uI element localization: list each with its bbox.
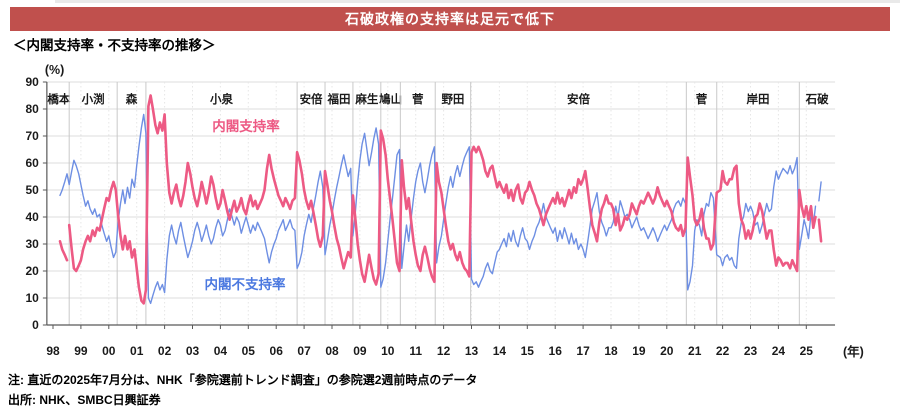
x-tick-label: 10 [381,344,395,358]
cabinet-approval-chart: 橋本 小渕森小泉 安倍 福田 麻生 鳩山菅野田 安倍菅岸田 石破内閣不支持率内閣支持率0102… [26,63,864,359]
chart-heading: ＜内閣支持率・不支持率の推移＞ [13,38,216,53]
era-label: 森 [126,92,138,106]
x-tick-label: 02 [158,344,172,358]
x-tick-label: 98 [46,344,60,358]
y-tick-label: 90 [26,75,40,89]
y-tick-label: 30 [26,237,40,251]
source-note: 出所: NHK、SMBC日興証券 [8,393,161,407]
y-tick-label: 40 [26,210,40,224]
x-tick-label: 00 [102,344,116,358]
x-tick-label: 12 [437,344,451,358]
x-tick-label: 18 [604,344,618,358]
x-tick-label: 11 [409,344,422,358]
x-tick-label: 16 [549,344,563,358]
disapproval-line [59,113,822,305]
x-tick-label: 25 [800,344,814,358]
era-label: 小渕 [81,92,105,106]
approval-label: 内閣支持率 [212,118,280,134]
x-tick-label: 13 [465,344,479,358]
era-label: 石破 [805,92,829,106]
x-tick-label: 03 [186,344,200,358]
x-tick-label: 20 [660,344,674,358]
x-tick-label: 19 [632,344,646,358]
axis-units: (%) (年) [45,63,864,359]
x-tick-label: 05 [242,344,256,358]
approval-line [58,94,823,305]
x-tick-label: 07 [297,344,311,358]
footnote: 注: 直近の2025年7月分は、NHK「参院選前トレンド調査」の参院選2週前時点… [8,373,478,387]
y-tick-label: 20 [26,264,40,278]
y-tick-label: 10 [26,291,40,305]
x-axis-unit: (年) [843,344,864,359]
x-tick-label: 17 [576,344,590,358]
x-tick-label: 99 [74,344,88,358]
era-label: 橋本 [47,92,70,106]
series-lines [58,94,823,305]
disapproval-label: 内閣不支持率 [205,276,286,292]
x-tick-label: 22 [716,344,730,358]
y-axis-unit: (%) [45,63,64,77]
y-tick-label: 60 [26,156,40,170]
x-tick-label: 24 [772,344,786,358]
era-label: 菅 [696,92,708,106]
y-tick-label: 50 [26,183,40,197]
banner-title: 石破政権の支持率は足元で低下 [345,11,555,27]
era-label: 麻生 [354,92,378,106]
era-label: 岸田 [747,92,770,106]
era-label: 福田 [326,92,350,106]
x-tick-label: 04 [214,344,228,358]
x-tick-label: 15 [521,344,535,358]
y-tick-label: 80 [26,102,40,116]
x-tick-label: 08 [325,344,339,358]
x-tick-label: 01 [130,344,144,358]
era-label: 安倍 [300,92,323,106]
era-label: 小泉 [209,92,233,106]
y-tick-label: 0 [32,318,39,332]
x-tick-label: 09 [353,344,367,358]
x-tick-label: 23 [744,344,758,358]
x-tick-label: 14 [493,344,507,358]
window-edge-strip [55,0,900,3]
era-label: 安倍 [567,92,590,106]
x-tick-label: 21 [688,344,702,358]
title-banner: 石破政権の支持率は足元で低下 [10,7,890,31]
x-tick-label: 06 [270,344,284,358]
axes: 0 10 20 30 40 50 60 70 80 90 98 99 00 01 02 03 04 05 06 07 0… [26,75,836,358]
era-label: 鳩山 [379,92,402,106]
era-label: 野田 [441,93,464,106]
y-tick-label: 70 [26,129,40,143]
era-label: 菅 [412,92,424,106]
